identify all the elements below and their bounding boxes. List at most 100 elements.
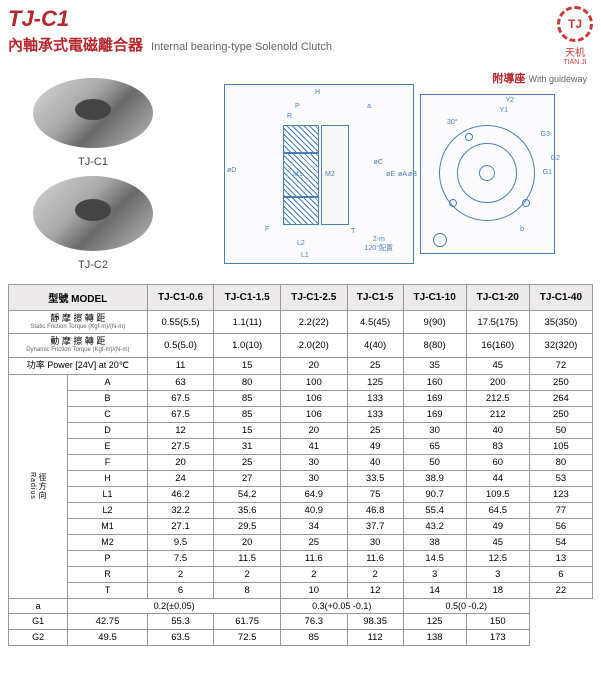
param-en: Dynamic Friction Torque (Kgf-m)/(N-m) [11, 347, 145, 354]
dim-a: a [367, 103, 371, 110]
dim-key: L2 [68, 502, 147, 518]
dim-val: 25 [214, 454, 281, 470]
dim-row: H24273033.538.94453 [9, 470, 593, 486]
guideway-cn: 附導座 [492, 73, 525, 85]
dim-val: 8 [214, 582, 281, 598]
dim-y2: Y2 [505, 97, 514, 104]
dim-key: T [68, 582, 147, 598]
dim-val: 11.5 [214, 550, 281, 566]
dim-row: R2222336 [9, 566, 593, 582]
brand-logo: TJ 天机 TIAN JI [557, 6, 593, 66]
dim-val: 50 [529, 422, 592, 438]
dim-val: 53 [529, 470, 592, 486]
dim-key: D [68, 422, 147, 438]
dim-val: 212.5 [466, 390, 529, 406]
dim-p: P [295, 103, 300, 110]
dim-row: P7.511.511.611.614.512.513 [9, 550, 593, 566]
dim-val: 2 [147, 566, 214, 582]
dim-val: 25 [347, 422, 403, 438]
dim-m2: M2 [325, 171, 335, 178]
dim-od: øD [227, 167, 236, 174]
dim-val: 105 [529, 438, 592, 454]
dim-h: H [315, 89, 320, 96]
dim-val: 106 [280, 406, 347, 422]
subtitle-en: Internal bearing-type Solenold Clutch [151, 41, 332, 53]
dim-val: 40 [347, 454, 403, 470]
dim-val: 80 [214, 374, 281, 390]
dim-val: 20 [214, 534, 281, 550]
dim-val: 64.9 [280, 486, 347, 502]
dim-val: 2 [347, 566, 403, 582]
dim-val: 200 [466, 374, 529, 390]
dim-key: R [68, 566, 147, 582]
dim-val: 38.9 [403, 470, 466, 486]
dim-val: 20 [280, 422, 347, 438]
photo-label-2: TJ-C2 [8, 259, 178, 271]
model-col: TJ-C1-5 [347, 285, 403, 311]
dim-val: 55.4 [403, 502, 466, 518]
dim-val: 90.7 [403, 486, 466, 502]
dim-val: 3 [403, 566, 466, 582]
dim-t: T [351, 228, 355, 235]
product-code: TJ-C1 [8, 6, 332, 32]
dim-val: 109.5 [466, 486, 529, 502]
dim-val: 169 [403, 390, 466, 406]
model-col: TJ-C1-20 [466, 285, 529, 311]
param-row: 靜 摩 擦 轉 距 Static Friction Torque (Kgf-m)… [9, 311, 593, 334]
technical-drawing: H P R a øD M1 M2 øC øE øA øB T L1 L2 F 2… [186, 74, 593, 274]
dim-row: B67.585106133169212.5264 [9, 390, 593, 406]
dim-val: 18 [466, 582, 529, 598]
dim-val: 85 [214, 406, 281, 422]
dim-val: 6 [147, 582, 214, 598]
dim-key: E [68, 438, 147, 454]
g-row: G1 42.75 55.3 61.75 76.3 98.35 125 150 [9, 613, 593, 629]
dim-val: 24 [147, 470, 214, 486]
dim-val: 14.5 [403, 550, 466, 566]
dim-val: 54 [529, 534, 592, 550]
dim-val: 64.5 [466, 502, 529, 518]
dim-val: 37.7 [347, 518, 403, 534]
dim-g2: G2 [551, 155, 560, 162]
dim-val: 250 [529, 406, 592, 422]
dim-key: F [68, 454, 147, 470]
dim-val: 80 [529, 454, 592, 470]
model-col: TJ-C1-40 [529, 285, 592, 311]
dim-key: B [68, 390, 147, 406]
dim-val: 45 [466, 534, 529, 550]
dim-val: 9.5 [147, 534, 214, 550]
dim-oe: øE [386, 171, 395, 178]
dim-val: 123 [529, 486, 592, 502]
dim-val: 56 [529, 518, 592, 534]
dim-val: 2 [280, 566, 347, 582]
dim-val: 41 [280, 438, 347, 454]
dim-val: 83 [466, 438, 529, 454]
dim-val: 38 [403, 534, 466, 550]
dim-val: 75 [347, 486, 403, 502]
dim-val: 22 [529, 582, 592, 598]
param-en: Static Friction Torque (Kgf-m)/(N-m) [11, 324, 145, 331]
dim-val: 125 [347, 374, 403, 390]
dim-val: 50 [403, 454, 466, 470]
dim-key: C [68, 406, 147, 422]
dim-val: 13 [529, 550, 592, 566]
model-col: TJ-C1-0.6 [147, 285, 214, 311]
dim-m1: M1 [293, 171, 303, 178]
param-cn: 功率 Power [24V] at 20℃ [11, 361, 145, 371]
dim-val: 40 [466, 422, 529, 438]
dim-val: 160 [403, 374, 466, 390]
gear-icon: TJ [557, 6, 593, 42]
dim-f: F [265, 226, 269, 233]
dim-val: 7.5 [147, 550, 214, 566]
dim-val: 63 [147, 374, 214, 390]
dim-key: M1 [68, 518, 147, 534]
product-photo-2 [33, 176, 153, 251]
dim-row: L232.235.640.946.855.464.577 [9, 502, 593, 518]
dim-val: 250 [529, 374, 592, 390]
dim-val: 67.5 [147, 390, 214, 406]
dim-val: 85 [214, 390, 281, 406]
dim-val: 133 [347, 390, 403, 406]
dim-val: 100 [280, 374, 347, 390]
dim-val: 65 [403, 438, 466, 454]
spec-table: 型號 MODEL TJ-C1-0.6 TJ-C1-1.5 TJ-C1-2.5 T… [8, 284, 593, 646]
dim-val: 77 [529, 502, 592, 518]
